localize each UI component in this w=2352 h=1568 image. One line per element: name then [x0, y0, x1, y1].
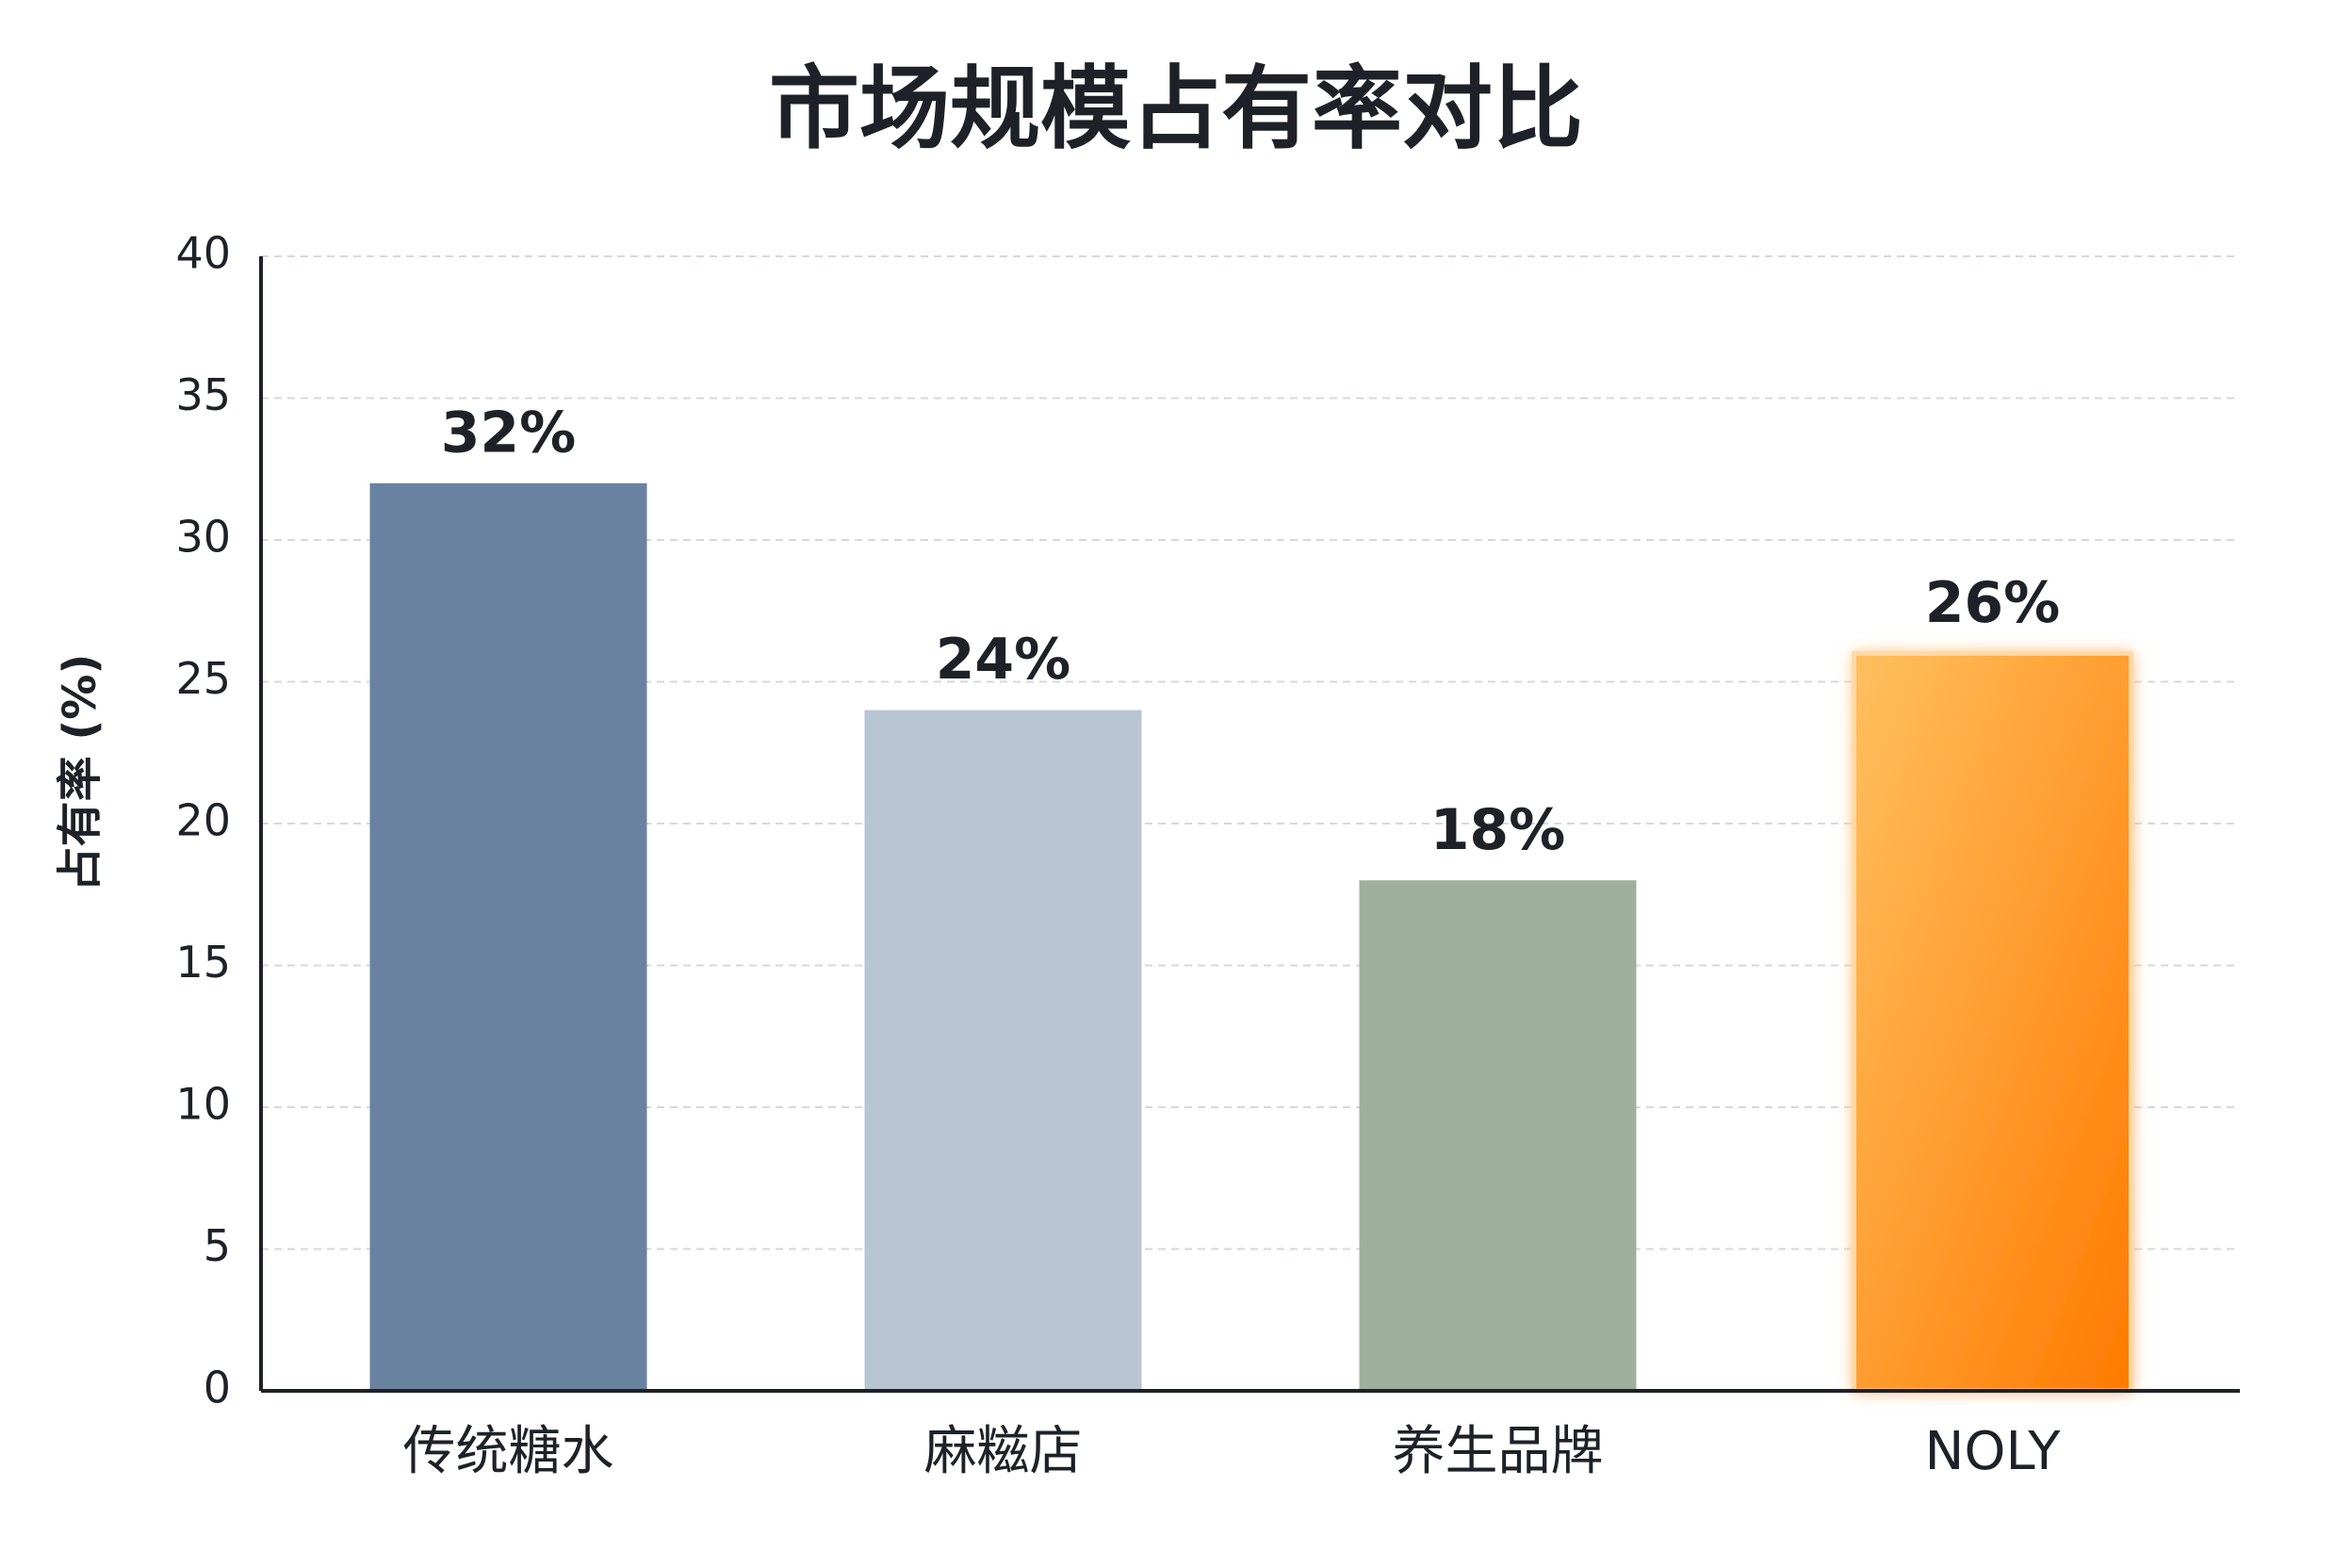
y-tick-label: 35 — [175, 369, 231, 420]
x-tick-label: 麻糍店 — [924, 1421, 1083, 1482]
y-tick-label: 0 — [204, 1363, 231, 1413]
y-axis-label: 占有率 (%) — [54, 654, 106, 892]
bar — [369, 482, 647, 1391]
bar — [1852, 650, 2133, 1394]
y-tick-label: 5 — [204, 1220, 231, 1271]
x-tick-label: NOLY — [1925, 1421, 2062, 1482]
value-label: 24% — [936, 627, 1071, 693]
x-tick-label: 养生品牌 — [1393, 1421, 1604, 1482]
bar — [1359, 880, 1637, 1391]
value-label: 18% — [1430, 797, 1566, 863]
y-tick-label: 25 — [175, 653, 231, 704]
y-tick-label: 15 — [175, 937, 231, 988]
y-tick-label: 30 — [175, 512, 231, 563]
y-tick-label: 20 — [175, 795, 231, 846]
y-tick-label: 40 — [175, 228, 231, 279]
bar — [864, 710, 1142, 1391]
value-label: 26% — [1925, 570, 2061, 636]
chart-title: 市场规模占有率对比 — [769, 56, 1583, 161]
x-tick-label: 传统糖水 — [403, 1421, 614, 1482]
value-label: 32% — [441, 400, 577, 466]
y-tick-label: 10 — [175, 1079, 231, 1130]
